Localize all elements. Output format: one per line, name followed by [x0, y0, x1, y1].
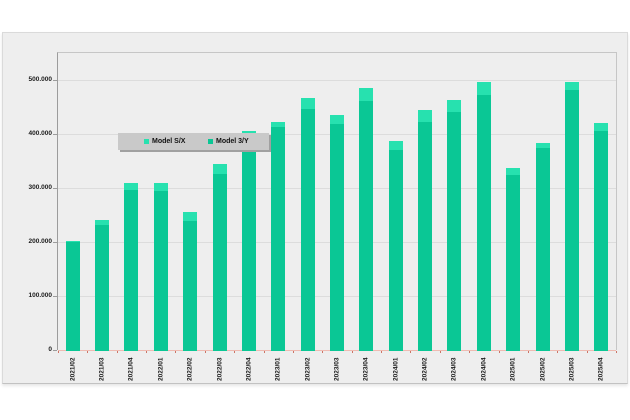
- y-axis-tick: [53, 79, 57, 81]
- x-tick-label: 2024/02: [421, 357, 429, 381]
- bar-segment-model-3y[interactable]: [271, 127, 286, 351]
- bar-segment-model-3y[interactable]: [359, 100, 374, 351]
- plot-area: Model S/X Model 3/Y 0 100.000 200.000 300.0…: [29, 52, 617, 381]
- x-axis-tick: [322, 351, 324, 353]
- x-axis-tick: [292, 351, 294, 353]
- y-tick-label: 100.000: [28, 292, 53, 299]
- bar-segment-model-sx[interactable]: [388, 141, 403, 151]
- x-axis-tick: [351, 351, 353, 353]
- y-axis-tick: [53, 349, 57, 351]
- legend-swatch-model-sx-icon: [144, 139, 149, 144]
- x-tick-label: 2021/02: [69, 357, 77, 381]
- bar-segment-model-3y[interactable]: [124, 189, 139, 351]
- x-tick-label: 2022/04: [245, 357, 253, 381]
- x-axis-tick: [175, 351, 177, 353]
- y-tick-label: 200.000: [28, 238, 53, 245]
- y-axis-tick: [53, 133, 57, 135]
- bar-segment-model-3y[interactable]: [241, 140, 256, 351]
- x-tick-label: 2025/02: [539, 357, 547, 381]
- bar-segment-model-sx[interactable]: [476, 82, 491, 96]
- gridline: [58, 79, 616, 81]
- x-axis-tick: [381, 351, 383, 353]
- x-axis-tick: [616, 351, 617, 353]
- x-axis-tick: [469, 351, 471, 353]
- x-tick-label: 2023/02: [304, 357, 312, 381]
- x-tick-label: 2023/01: [274, 357, 282, 381]
- bar-segment-model-sx[interactable]: [447, 100, 462, 113]
- bar-segment-model-3y[interactable]: [388, 150, 403, 351]
- bar-segment-model-sx[interactable]: [564, 81, 579, 91]
- x-tick-label: 2025/01: [509, 357, 517, 381]
- y-tick-label: 400.000: [28, 130, 53, 137]
- bar-segment-model-sx[interactable]: [359, 88, 374, 101]
- x-axis-tick: [234, 351, 236, 353]
- x-tick-label: 2022/03: [216, 357, 224, 381]
- chart-panel: Model S/X Model 3/Y 0 100.000 200.000 300.0…: [2, 32, 628, 384]
- bar-segment-model-sx[interactable]: [300, 98, 315, 109]
- x-tick-label: 2021/04: [127, 357, 135, 381]
- legend-item-model-3y[interactable]: Model 3/Y: [208, 133, 249, 150]
- bar-segment-model-sx[interactable]: [65, 241, 80, 243]
- y-axis-tick: [53, 241, 57, 243]
- x-axis-tick: [410, 351, 412, 353]
- x-tick-label: 2024/04: [480, 357, 488, 381]
- x-axis-tick: [58, 351, 59, 353]
- bar-segment-model-3y[interactable]: [506, 175, 521, 351]
- bar-segment-model-sx[interactable]: [183, 212, 198, 222]
- bar-segment-model-sx[interactable]: [418, 110, 433, 122]
- x-axis-tick: [586, 351, 588, 353]
- x-axis-tick: [146, 351, 148, 353]
- y-tick-label: 500.000: [28, 76, 53, 83]
- bar-segment-model-3y[interactable]: [594, 130, 609, 351]
- y-axis-tick: [53, 295, 57, 297]
- bar-segment-model-3y[interactable]: [476, 95, 491, 351]
- bar-segment-model-3y[interactable]: [212, 174, 227, 351]
- x-tick-label: 2022/01: [157, 357, 165, 381]
- x-tick-label: 2025/03: [568, 357, 576, 381]
- x-axis-tick: [87, 351, 89, 353]
- bar-segment-model-3y[interactable]: [65, 242, 80, 351]
- x-tick-label: 2023/04: [362, 357, 370, 381]
- x-axis-tick: [116, 351, 118, 353]
- bar-segment-model-sx[interactable]: [124, 183, 139, 190]
- x-axis-tick: [527, 351, 529, 353]
- legend-swatch-model-3y-icon: [208, 139, 213, 144]
- bar-segment-model-3y[interactable]: [564, 90, 579, 351]
- x-tick-label: 2025/04: [597, 357, 605, 381]
- bar-segment-model-3y[interactable]: [95, 224, 110, 351]
- bar-segment-model-sx[interactable]: [153, 182, 168, 191]
- bar-segment-model-3y[interactable]: [183, 221, 198, 351]
- legend-item-model-sx[interactable]: Model S/X: [144, 133, 185, 150]
- y-axis-tick: [53, 187, 57, 189]
- bar-segment-model-sx[interactable]: [212, 164, 227, 175]
- bar-segment-model-sx[interactable]: [535, 142, 550, 149]
- legend-label-model-3y: Model 3/Y: [216, 138, 249, 145]
- x-axis-tick: [498, 351, 500, 353]
- legend: Model S/X Model 3/Y: [118, 133, 269, 150]
- x-axis-tick: [204, 351, 206, 353]
- x-tick-label: 2021/03: [98, 357, 106, 381]
- y-tick-label: 0: [48, 346, 52, 353]
- x-axis-tick: [439, 351, 441, 353]
- bar-segment-model-sx[interactable]: [95, 219, 110, 225]
- x-tick-label: 2024/03: [450, 357, 458, 381]
- bar-segment-model-3y[interactable]: [535, 148, 550, 351]
- x-tick-label: 2023/03: [333, 357, 341, 381]
- bar-segment-model-3y[interactable]: [300, 108, 315, 351]
- bar-segment-model-3y[interactable]: [330, 123, 344, 351]
- x-tick-label: 2022/02: [186, 357, 194, 381]
- bar-segment-model-3y[interactable]: [418, 121, 433, 351]
- x-tick-label: 2024/01: [392, 357, 400, 381]
- bar-segment-model-3y[interactable]: [153, 190, 168, 351]
- bar-segment-model-sx[interactable]: [271, 121, 286, 128]
- bar-segment-model-3y[interactable]: [447, 112, 462, 351]
- x-axis-tick: [557, 351, 559, 353]
- bar-segment-model-sx[interactable]: [330, 115, 344, 124]
- bar-segment-model-sx[interactable]: [506, 168, 521, 176]
- bar-segment-model-sx[interactable]: [594, 123, 609, 131]
- y-tick-label: 300.000: [28, 184, 53, 191]
- legend-label-model-sx: Model S/X: [152, 138, 186, 145]
- x-axis-tick: [263, 351, 265, 353]
